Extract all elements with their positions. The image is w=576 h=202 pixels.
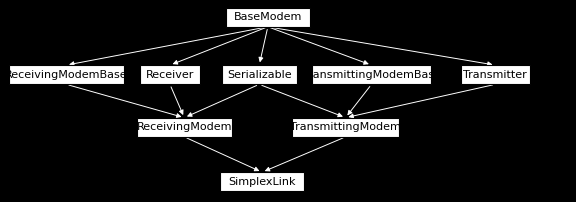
FancyBboxPatch shape [9,65,124,84]
FancyBboxPatch shape [292,118,399,137]
FancyBboxPatch shape [220,172,304,191]
Text: TransmittingModem: TransmittingModem [290,122,401,132]
Text: Receiver: Receiver [146,70,194,80]
FancyBboxPatch shape [139,65,200,84]
Text: SimplexLink: SimplexLink [228,177,296,187]
FancyBboxPatch shape [222,65,297,84]
FancyBboxPatch shape [312,65,430,84]
Text: BaseModem: BaseModem [234,12,302,22]
Text: Transmitter: Transmitter [464,70,527,80]
Text: Serializable: Serializable [227,70,291,80]
Text: ReceivingModem: ReceivingModem [137,122,232,132]
Text: TransmittingModemBase: TransmittingModemBase [302,70,441,80]
FancyBboxPatch shape [137,118,232,137]
Text: ReceivingModemBase: ReceivingModemBase [5,70,127,80]
FancyBboxPatch shape [226,7,309,27]
FancyBboxPatch shape [461,65,530,84]
